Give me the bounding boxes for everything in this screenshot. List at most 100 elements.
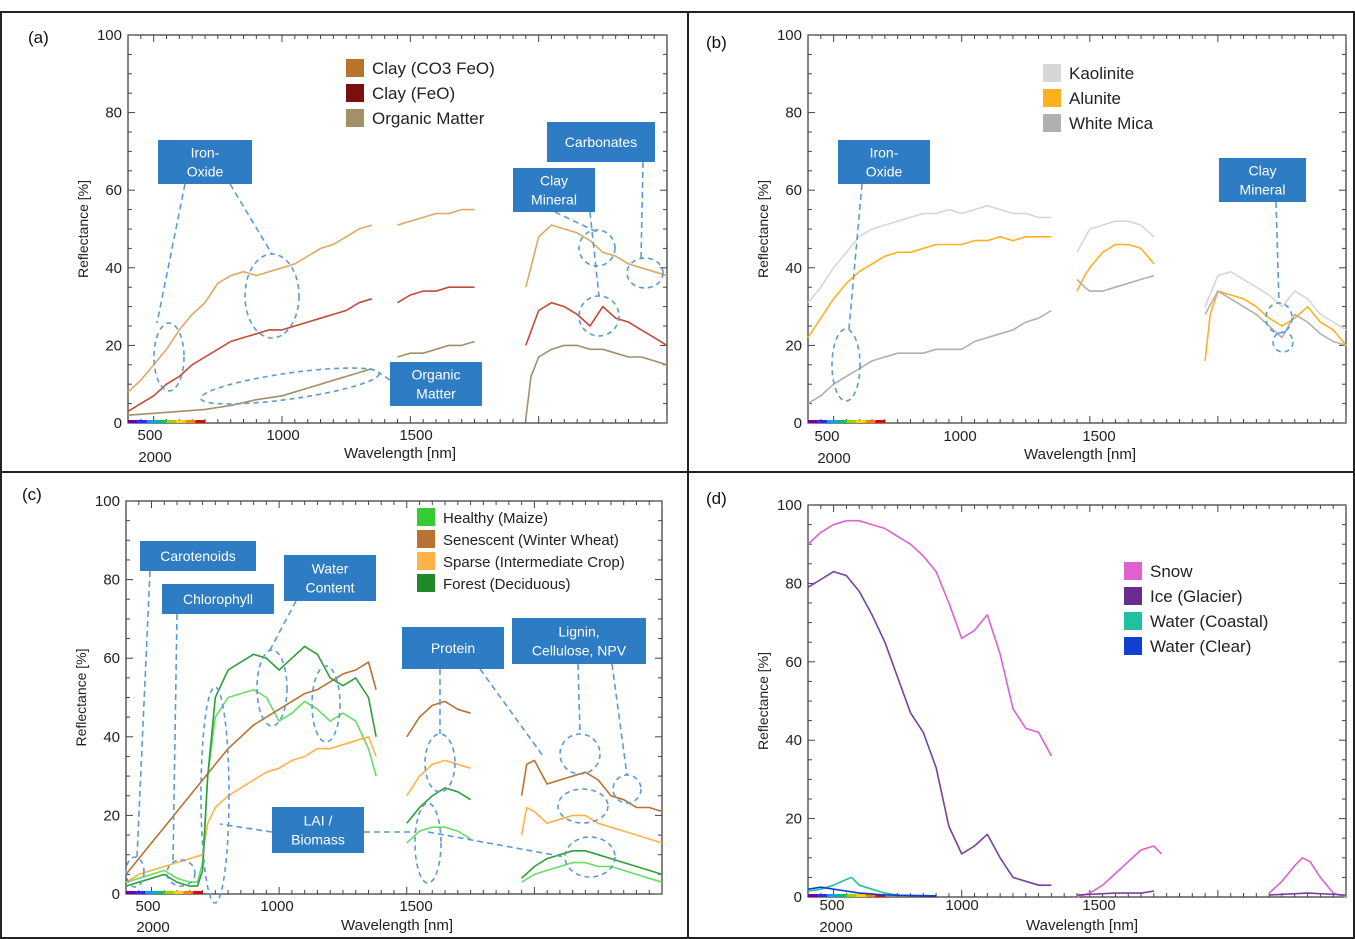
legend: Snow Ice (Glacier) Water (Coastal) Water (C… xyxy=(1124,562,1268,656)
legend-label: Sparse (Intermediate Crop) xyxy=(443,554,625,571)
y-tick-label: 100 xyxy=(777,27,802,44)
annotation-text: Iron- xyxy=(870,145,899,161)
annotation-leader xyxy=(589,211,600,297)
legend-label: Senescent (Winter Wheat) xyxy=(443,532,619,549)
visible-spectrum-bar xyxy=(154,891,165,894)
visible-spectrum-bar xyxy=(808,894,818,897)
annotation-leader xyxy=(577,663,581,735)
y-axis-label: Reflectance [%] xyxy=(75,180,91,278)
series-clay-feo xyxy=(127,286,668,413)
series-line-clay-co3-feo xyxy=(525,224,668,288)
series-line-sparse-intermediate-crop xyxy=(125,736,377,883)
annotation-carotenoids: Carotenoids xyxy=(140,541,256,571)
y-tick-label: 80 xyxy=(103,572,120,589)
x-tick-label: 2000 xyxy=(819,919,852,936)
visible-spectrum-bar xyxy=(176,420,186,423)
legend: Healthy (Maize) Senescent (Winter Wheat) S… xyxy=(417,508,625,593)
annotation-ellipse xyxy=(200,686,230,904)
series-line-senescent-winter-wheat xyxy=(406,700,471,738)
visible-spectrum-bar xyxy=(865,894,876,897)
series-line-alunite xyxy=(807,236,1052,339)
legend-swatch xyxy=(417,530,435,548)
series-sparse-intermediate-crop xyxy=(125,736,663,883)
annotation-text: Matter xyxy=(416,386,456,402)
y-tick-label: 0 xyxy=(794,889,802,906)
annotation-iron-oxide: Iron- Oxide xyxy=(838,140,930,184)
y-tick-label: 40 xyxy=(785,260,802,277)
x-axis-label: Wavelength [nm] xyxy=(1024,446,1136,463)
visible-spectrum-bar xyxy=(817,420,828,423)
series-line-ice-glacier xyxy=(807,570,1052,886)
visible-spectrum-bar xyxy=(164,891,174,894)
annotation-text: Mineral xyxy=(1240,182,1286,198)
visible-spectrum-bar xyxy=(808,420,818,423)
y-tick-label: 20 xyxy=(105,337,122,354)
legend-swatch xyxy=(346,109,364,127)
annotation-leader xyxy=(377,371,391,381)
visible-spectrum-bar xyxy=(875,894,885,897)
x-axis-label: Wavelength [nm] xyxy=(344,445,456,462)
visible-spectrum-bar xyxy=(185,420,196,423)
visible-spectrum-bar xyxy=(195,420,205,423)
legend-label: Water (Clear) xyxy=(1150,637,1251,656)
visible-spectrum-bar xyxy=(193,891,203,894)
legend-label: Water (Coastal) xyxy=(1150,612,1268,631)
y-axis-label: Reflectance [%] xyxy=(73,648,89,746)
series-line-senescent-winter-wheat xyxy=(125,661,377,875)
annotation-chlorophyll: Chlorophyll xyxy=(162,584,274,614)
series-snow xyxy=(807,519,1347,898)
legend-swatch xyxy=(1043,89,1061,107)
annotation-protein: Protein xyxy=(402,627,504,669)
x-tick-label: 500 xyxy=(135,898,160,915)
y-axis-label: Reflectance [%] xyxy=(755,652,771,750)
annotation-text: Cellulose, NPV xyxy=(532,643,627,659)
series-line-forest-deciduous xyxy=(521,850,663,879)
annotation-text: Iron- xyxy=(191,145,220,161)
annotation-leader xyxy=(156,183,186,324)
legend-label: Kaolinite xyxy=(1069,64,1134,83)
legend-label: Alunite xyxy=(1069,89,1121,108)
series-line-snow xyxy=(1076,845,1163,898)
series-line-forest-deciduous xyxy=(125,645,377,887)
legend-label: Clay (FeO) xyxy=(372,84,455,103)
visible-spectrum-bar xyxy=(836,420,847,423)
series-line-sparse-intermediate-crop xyxy=(406,759,471,797)
annotation-leader xyxy=(611,663,628,776)
legend-label: Forest (Deciduous) xyxy=(443,576,571,593)
y-tick-label: 60 xyxy=(785,182,802,199)
series-line-clay-feo xyxy=(397,286,475,304)
annotation-ellipse xyxy=(1272,331,1294,353)
y-tick-label: 100 xyxy=(97,27,122,44)
legend-label: Ice (Glacier) xyxy=(1150,587,1243,606)
annotation-box xyxy=(158,140,252,184)
figure-frame xyxy=(0,11,1355,939)
series-line-ice-glacier xyxy=(1076,890,1155,896)
y-tick-label: 60 xyxy=(105,182,122,199)
annotation-box xyxy=(513,168,595,212)
annotation-text: Lignin, xyxy=(558,624,599,640)
legend-label: Clay (CO3 FeO) xyxy=(372,59,495,78)
legend: Clay (CO3 FeO) Clay (FeO) Organic Matter xyxy=(346,59,495,128)
annotation-ellipse xyxy=(125,856,145,888)
series-line-snow xyxy=(807,519,1053,757)
legend-label: White Mica xyxy=(1069,114,1154,133)
series-water-clear xyxy=(807,886,937,897)
annotation-box xyxy=(390,362,482,406)
annotation-box xyxy=(1219,158,1306,202)
series-line-organic-matter xyxy=(397,340,475,358)
annotation-text: Chlorophyll xyxy=(183,591,253,607)
series-line-ice-glacier xyxy=(1269,892,1347,896)
annotation-ellipse xyxy=(557,788,609,824)
annotation-text: Oxide xyxy=(866,164,903,180)
series-line-organic-matter xyxy=(525,344,668,420)
series-ice-glacier xyxy=(807,570,1347,896)
legend-swatch xyxy=(1124,612,1142,630)
y-tick-label: 60 xyxy=(103,650,120,667)
series-organic-matter xyxy=(127,340,668,420)
annotation-text: Carotenoids xyxy=(160,548,236,564)
annotation-ellipse xyxy=(153,322,185,392)
annotation-text: Biomass xyxy=(291,832,345,848)
visible-spectrum-bar xyxy=(875,420,885,423)
y-tick-label: 80 xyxy=(785,575,802,592)
visible-spectrum-bar xyxy=(128,420,138,423)
